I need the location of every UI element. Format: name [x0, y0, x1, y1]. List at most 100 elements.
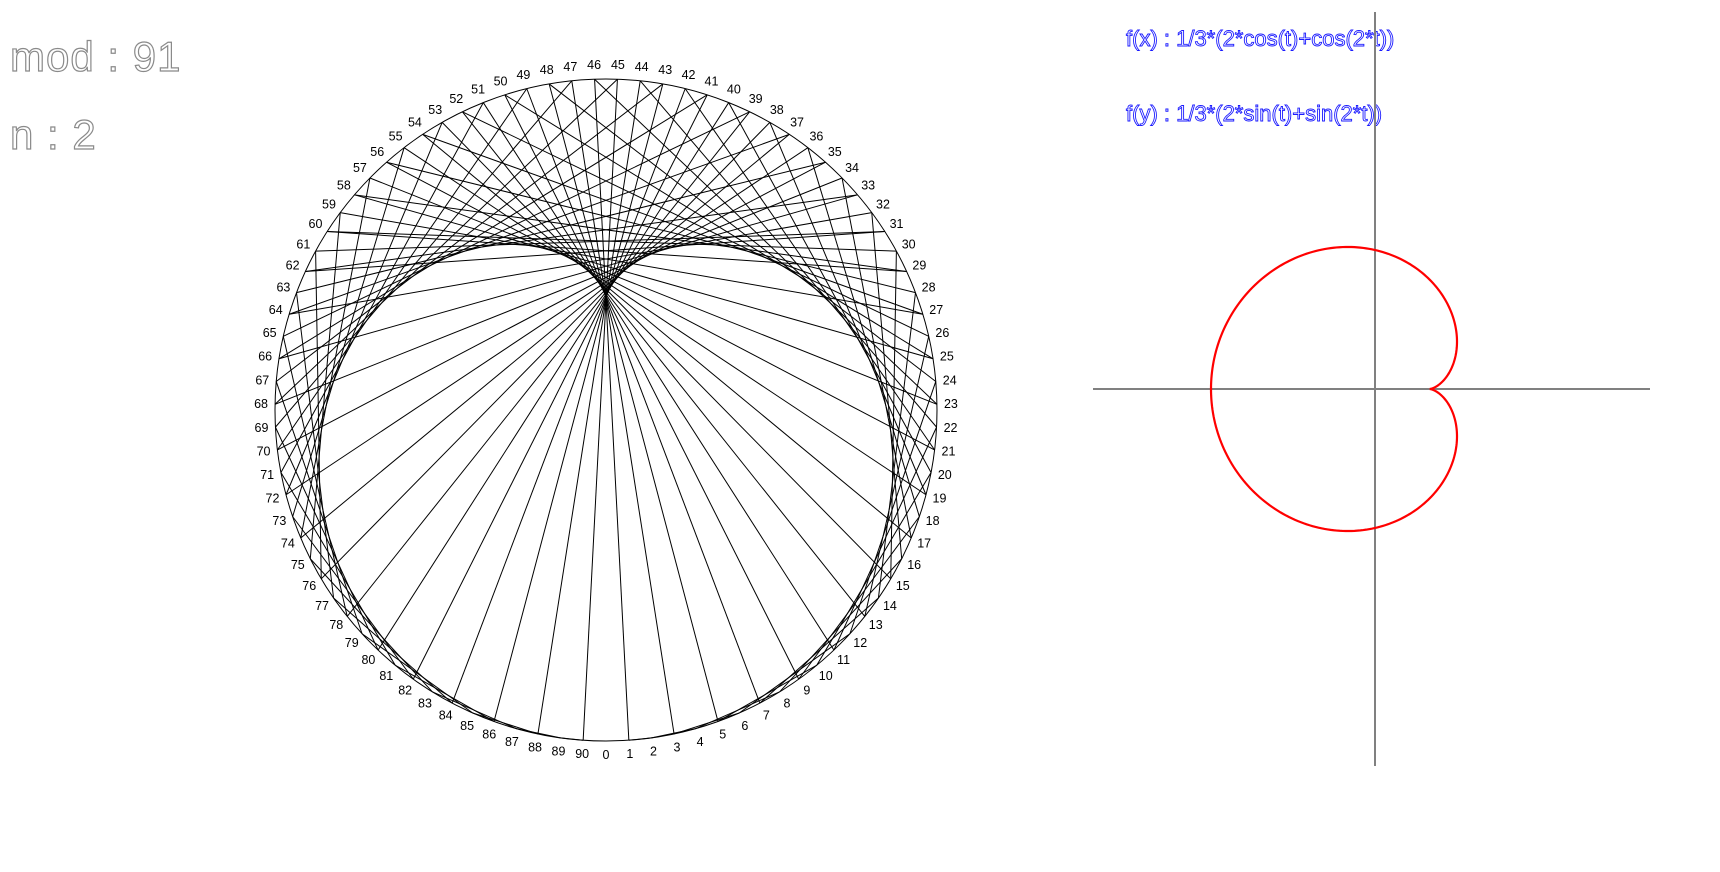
chord-line [285, 122, 443, 495]
chord-lines [274, 78, 938, 741]
point-label: 65 [263, 326, 277, 340]
point-label: 31 [890, 217, 904, 231]
point-label: 16 [907, 558, 921, 572]
point-label: 13 [869, 618, 883, 632]
point-label: 34 [845, 161, 859, 175]
point-label: 8 [784, 697, 791, 711]
point-label: 84 [439, 708, 453, 722]
fx-formula: f(x) : 1/3*(2*cos(t)+cos(2*t)) [1126, 26, 1395, 51]
chord-line [864, 336, 930, 617]
chord-line [274, 78, 618, 405]
chord-line [309, 212, 341, 559]
chord-line [849, 381, 937, 634]
point-label: 18 [926, 514, 940, 528]
chord-line [462, 111, 929, 337]
chord-line [816, 472, 932, 666]
point-label: 61 [296, 237, 310, 251]
chord-line [493, 83, 664, 722]
point-label: 85 [460, 719, 474, 733]
point-label: 28 [922, 281, 936, 295]
point-label: 37 [790, 116, 804, 130]
point-labels: 0 1 2 3 456789101112131415161718192021222324… [254, 58, 958, 762]
point-label: 41 [705, 75, 719, 89]
point-label: 83 [418, 697, 432, 711]
point-label: 33 [861, 179, 875, 193]
point-label: 67 [255, 373, 269, 387]
point-label: 71 [260, 468, 274, 482]
point-label: 40 [727, 83, 741, 97]
point-label: 62 [286, 259, 300, 273]
point-label: 30 [902, 237, 916, 251]
chord-line [759, 597, 879, 704]
chord-line [296, 292, 335, 599]
point-label: 26 [935, 326, 949, 340]
cardioid-curve [1209, 245, 1459, 533]
chord-line [386, 161, 935, 451]
chord-line [274, 426, 379, 651]
point-label: 68 [254, 397, 268, 411]
chord-line [877, 292, 916, 599]
chord-line [807, 147, 920, 517]
point-label: 45 [611, 58, 625, 72]
point-label: 76 [302, 579, 316, 593]
point-label: 5 [719, 728, 726, 742]
point-label: 48 [540, 63, 554, 77]
modular-circle [274, 78, 938, 742]
point-label: 80 [361, 653, 375, 667]
chord-line [361, 633, 474, 714]
chord-line [377, 102, 730, 651]
point-label: 82 [398, 684, 412, 698]
chord-line [594, 79, 630, 741]
point-label: 9 [803, 684, 810, 698]
chord-line [482, 102, 835, 651]
chord-line [548, 83, 719, 722]
point-label: 1 [626, 747, 633, 761]
point-label: 36 [809, 130, 823, 144]
chord-line [282, 336, 348, 617]
chord-line [871, 212, 903, 559]
chord-line [526, 88, 761, 704]
parametric-plot [1093, 12, 1650, 766]
chord-line [275, 381, 363, 634]
chord-line [422, 133, 924, 315]
point-label: 22 [944, 421, 958, 435]
point-label: 42 [682, 68, 696, 82]
chord-line [684, 88, 936, 451]
point-label: 86 [482, 728, 496, 742]
chord-line [582, 79, 618, 741]
point-label: 38 [770, 103, 784, 117]
chord-line [738, 633, 851, 714]
chord-line [798, 516, 920, 680]
chord-line [288, 133, 790, 315]
chord-line [274, 177, 843, 405]
point-label: 79 [345, 636, 359, 650]
chord-line [275, 80, 573, 428]
point-label: 12 [853, 636, 867, 650]
chord-line [461, 111, 866, 617]
multiplier-parameter: n : 2 [9, 111, 97, 158]
point-label: 59 [322, 197, 336, 211]
point-label: 39 [749, 92, 763, 106]
point-label: 35 [828, 145, 842, 159]
point-label: 49 [516, 68, 530, 82]
point-label: 46 [587, 58, 601, 72]
chord-line [628, 737, 652, 741]
chord-line [441, 122, 892, 580]
chord-line [276, 88, 528, 451]
chord-line [292, 147, 405, 517]
point-label: 74 [281, 536, 295, 550]
chord-line [422, 134, 912, 539]
point-label: 23 [944, 397, 958, 411]
point-label: 81 [379, 669, 393, 683]
point-label: 89 [552, 745, 566, 759]
chord-line [728, 102, 932, 473]
mod-parameter: mod : 91 [9, 33, 182, 80]
chord-line [354, 194, 934, 360]
chord-line [386, 161, 916, 294]
point-label: 17 [917, 536, 931, 550]
chord-line [594, 78, 938, 405]
point-label: 66 [258, 350, 272, 364]
point-label: 2 [650, 745, 657, 759]
point-label: 25 [940, 350, 954, 364]
point-label: 24 [943, 373, 957, 387]
